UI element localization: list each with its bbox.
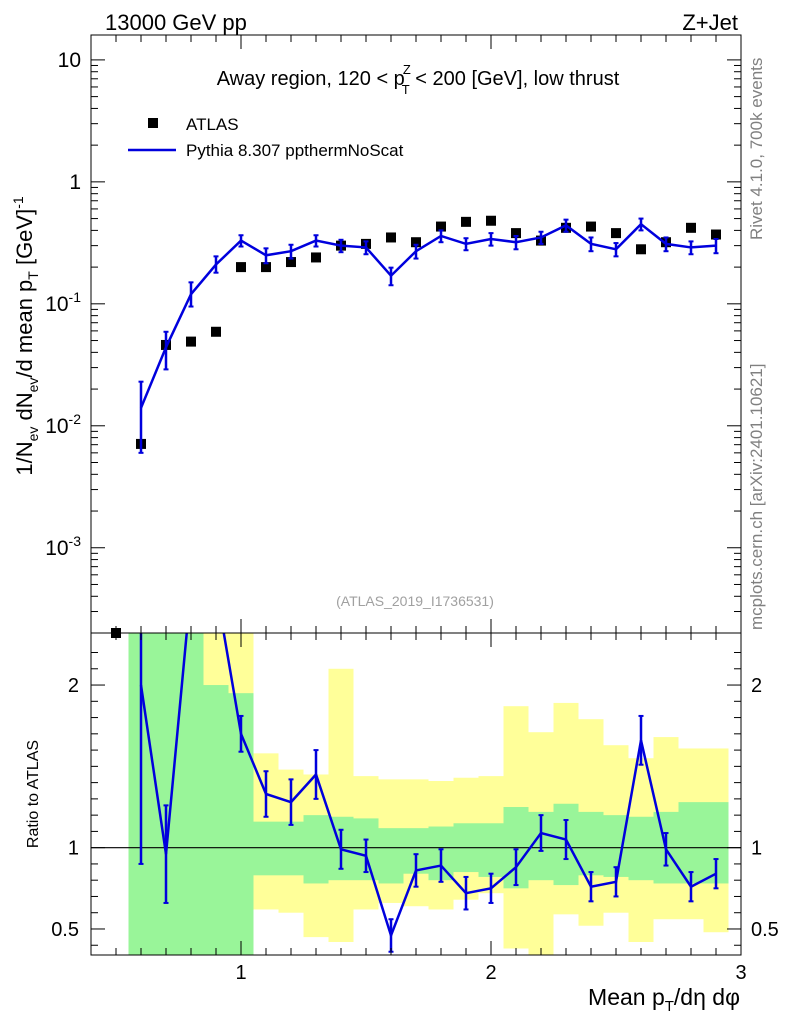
ratio-y-axis-label: Ratio to ATLAS xyxy=(25,740,42,848)
y-tick-label-main: 1 xyxy=(69,171,81,194)
data-point-atlas xyxy=(486,215,496,226)
data-point-atlas xyxy=(636,244,646,255)
y-tick-label-ratio: 2 xyxy=(68,675,79,697)
ratio-line-pythia xyxy=(139,633,717,940)
data-point-atlas xyxy=(211,326,221,337)
data-point-atlas xyxy=(236,262,246,273)
header-right: Z+Jet xyxy=(682,10,738,35)
x-tick-label: 1 xyxy=(235,962,246,984)
data-point-atlas xyxy=(686,222,696,233)
band-inner xyxy=(478,823,504,877)
data-point-atlas xyxy=(386,232,396,243)
y-tick-label-main: 10 xyxy=(58,49,81,72)
ratio-marks xyxy=(91,633,741,955)
band-inner xyxy=(578,811,604,876)
legend-label-pythia: Pythia 8.307 ppthermNoScat xyxy=(186,141,404,160)
data-point-atlas xyxy=(611,228,621,239)
band-inner xyxy=(303,815,329,884)
band-inner xyxy=(253,821,279,876)
band-inner xyxy=(378,828,404,884)
main-plot: 10-3 10-2 10-1 1 10 Away region, 120 < pZ T <… xyxy=(10,34,742,638)
band-inner xyxy=(203,685,229,955)
source-label: mcplots.cern.ch [arXiv:2401.10621] xyxy=(747,364,766,630)
legend-label-atlas: ATLAS xyxy=(186,115,239,134)
band-inner xyxy=(628,816,654,881)
x-axis-label: Mean pT/dη dφ xyxy=(588,984,740,1015)
y-tick-label-ratio-right: 0.5 xyxy=(751,919,779,941)
legend-marker-atlas xyxy=(148,118,158,128)
data-point-atlas xyxy=(586,221,596,232)
rivet-label: Rivet 4.1.0, 700k events xyxy=(747,58,766,240)
y-tick-label-main: 10-1 xyxy=(45,289,81,316)
data-point-atlas xyxy=(311,252,321,263)
y-tick-label-main: 10-3 xyxy=(45,533,81,560)
main-title: Away region, 120 < pZ T < 200 [GeV], low … xyxy=(217,62,620,97)
main-marks xyxy=(111,215,721,638)
main-axis-ticks: 10-3 10-2 10-1 1 10 xyxy=(45,35,742,634)
data-point-atlas xyxy=(286,257,296,268)
x-tick-label: 2 xyxy=(485,962,496,984)
data-point-atlas xyxy=(711,229,721,240)
data-point-atlas xyxy=(186,336,196,347)
band-outer xyxy=(328,668,354,942)
y-tick-label-ratio-right: 1 xyxy=(751,838,762,860)
y-tick-label-ratio: 0.5 xyxy=(51,919,79,941)
header-left: 13000 GeV pp xyxy=(105,10,247,35)
x-tick-label: 3 xyxy=(735,962,746,984)
data-point-atlas xyxy=(436,221,446,232)
y-tick-label-ratio: 1 xyxy=(68,838,79,860)
y-tick-label-ratio-right: 2 xyxy=(751,675,762,697)
band-inner xyxy=(678,802,704,884)
series-line-pythia xyxy=(139,222,717,409)
main-y-axis-label: 1/Nev dNev/d mean pT [GeV]-1 xyxy=(10,196,41,476)
band-inner xyxy=(278,821,304,876)
ratio-plot: 0.5 0.5 1 1 2 2 1 2 3 Ratio to ATLAS Mean pT/dη … xyxy=(25,632,779,1015)
y-tick-label-main: 10-2 xyxy=(45,411,81,438)
data-point-atlas xyxy=(261,262,271,273)
ratio-axis-ticks: 0.5 0.5 1 1 2 2 1 2 3 xyxy=(51,633,779,984)
data-point-atlas xyxy=(411,237,421,248)
watermark: (ATLAS_2019_I1736531) xyxy=(336,593,494,609)
data-point-atlas xyxy=(461,216,471,227)
legend: ATLAS Pythia 8.307 ppthermNoScat xyxy=(128,115,404,160)
data-point-atlas xyxy=(511,228,521,239)
